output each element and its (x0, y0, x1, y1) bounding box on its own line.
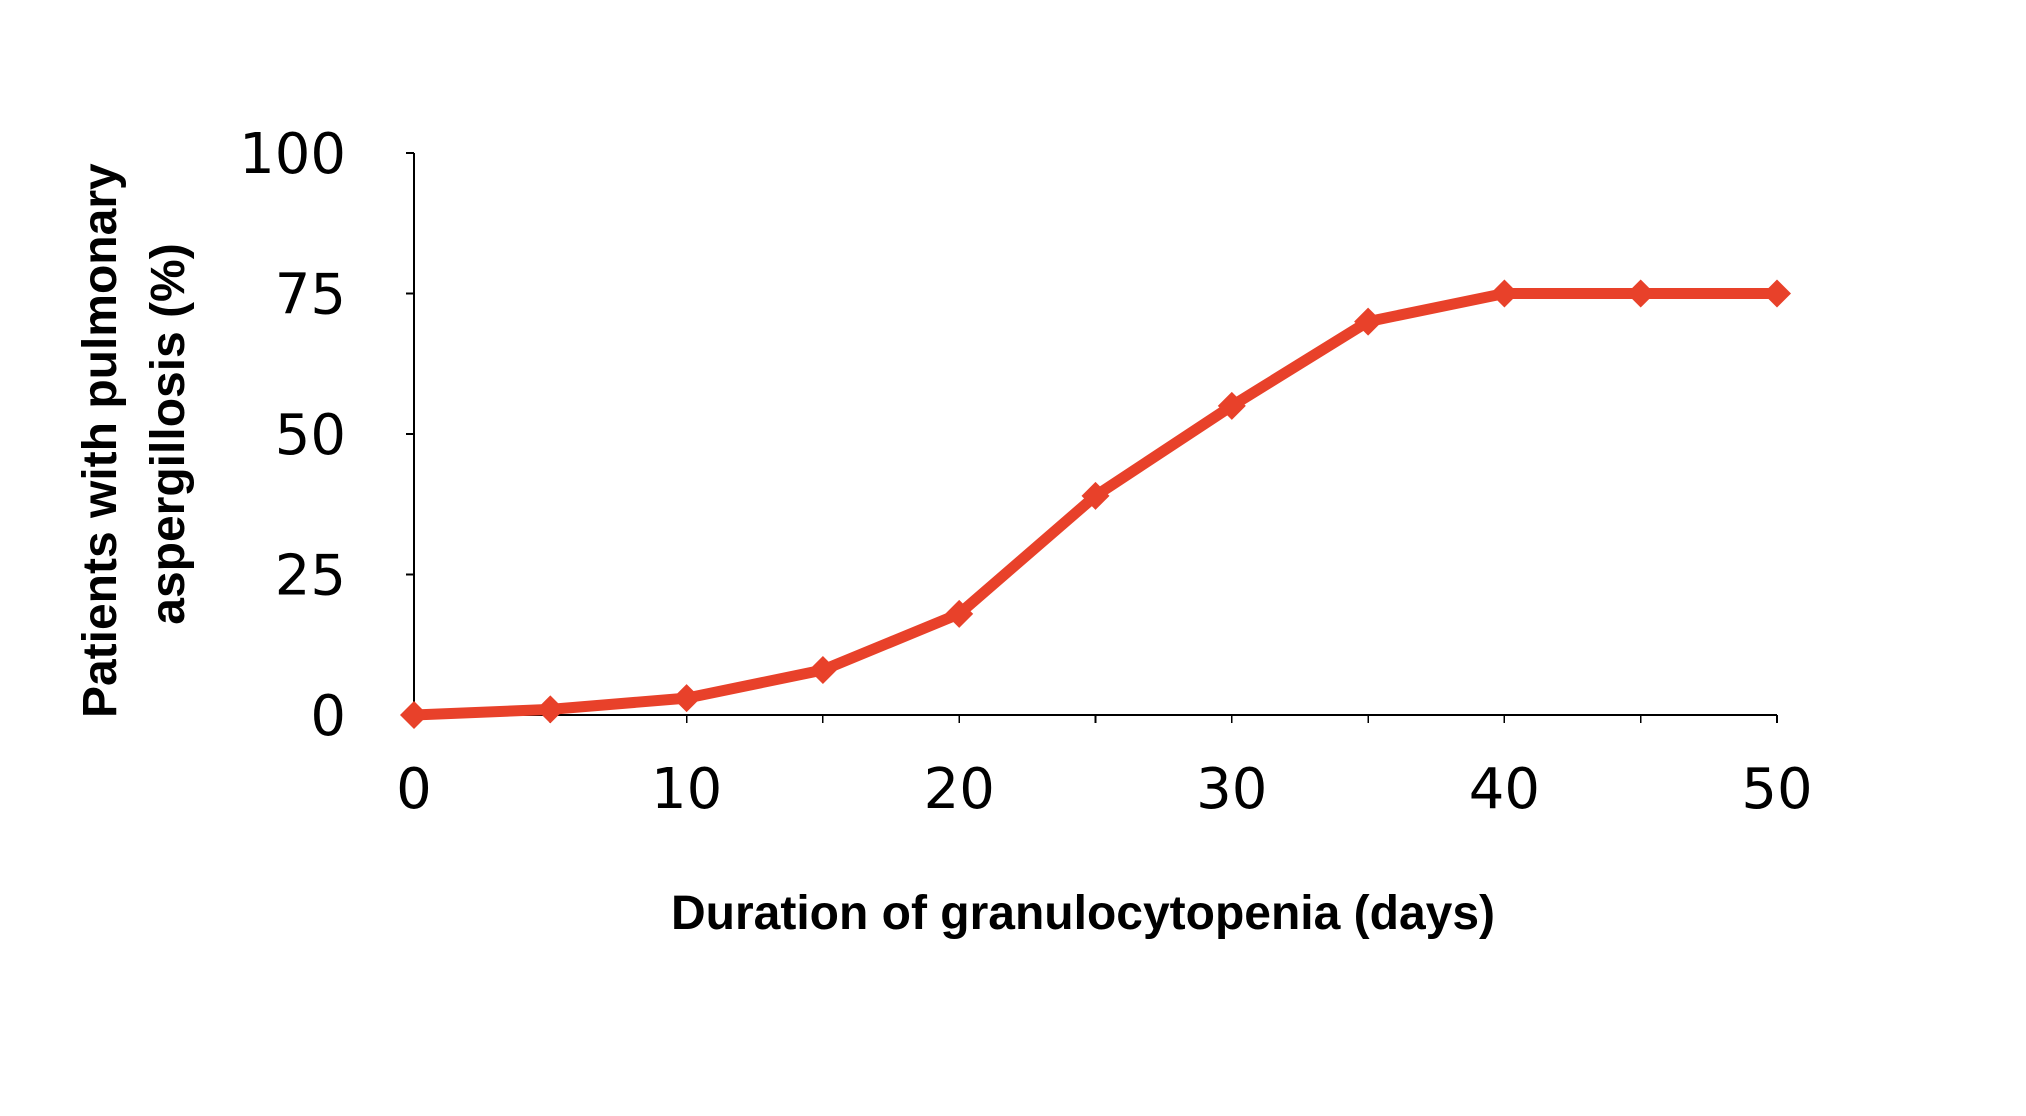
y-tick-label: 100 (239, 122, 346, 187)
x-tick-label: 30 (1196, 757, 1267, 822)
data-point-marker (1081, 481, 1110, 510)
data-point-marker (1626, 279, 1655, 308)
data-point-marker (672, 684, 701, 713)
x-tick-label: 20 (924, 757, 995, 822)
y-axis-title-line-1: Patients with pulmonary (74, 163, 127, 718)
y-tick-label: 25 (275, 544, 346, 609)
y-axis-tick-labels: 0 25 50 75 100 (239, 122, 346, 749)
y-tick-label: 50 (275, 403, 346, 468)
y-axis-title: Patients with pulmonary aspergillosis (%… (74, 150, 195, 718)
x-axis-tick-labels: 0 10 20 30 40 50 (396, 757, 1812, 822)
data-point-marker (1763, 279, 1791, 308)
data-point-marker (808, 656, 837, 685)
x-axis-title: Duration of granulocytopenia (days) (671, 887, 1495, 940)
y-axis-title-line-2: aspergillosis (%) (142, 243, 195, 624)
data-point-marker (1217, 391, 1246, 420)
chart-axes (413, 153, 1777, 716)
x-tick-label: 50 (1741, 757, 1812, 822)
x-tick-label: 40 (1469, 757, 1540, 822)
y-axis-ticks (406, 152, 414, 716)
data-point-marker (400, 701, 428, 729)
y-tick-label: 75 (275, 263, 346, 328)
data-point-marker (1490, 279, 1519, 308)
data-point-marker (945, 599, 974, 628)
x-tick-label: 0 (396, 757, 432, 822)
data-point-marker (536, 695, 565, 724)
series-layer (400, 279, 1791, 729)
x-tick-label: 10 (651, 757, 722, 822)
y-tick-label: 0 (310, 684, 346, 749)
data-point-marker (1354, 307, 1383, 336)
x-axis-ticks (413, 715, 1778, 723)
